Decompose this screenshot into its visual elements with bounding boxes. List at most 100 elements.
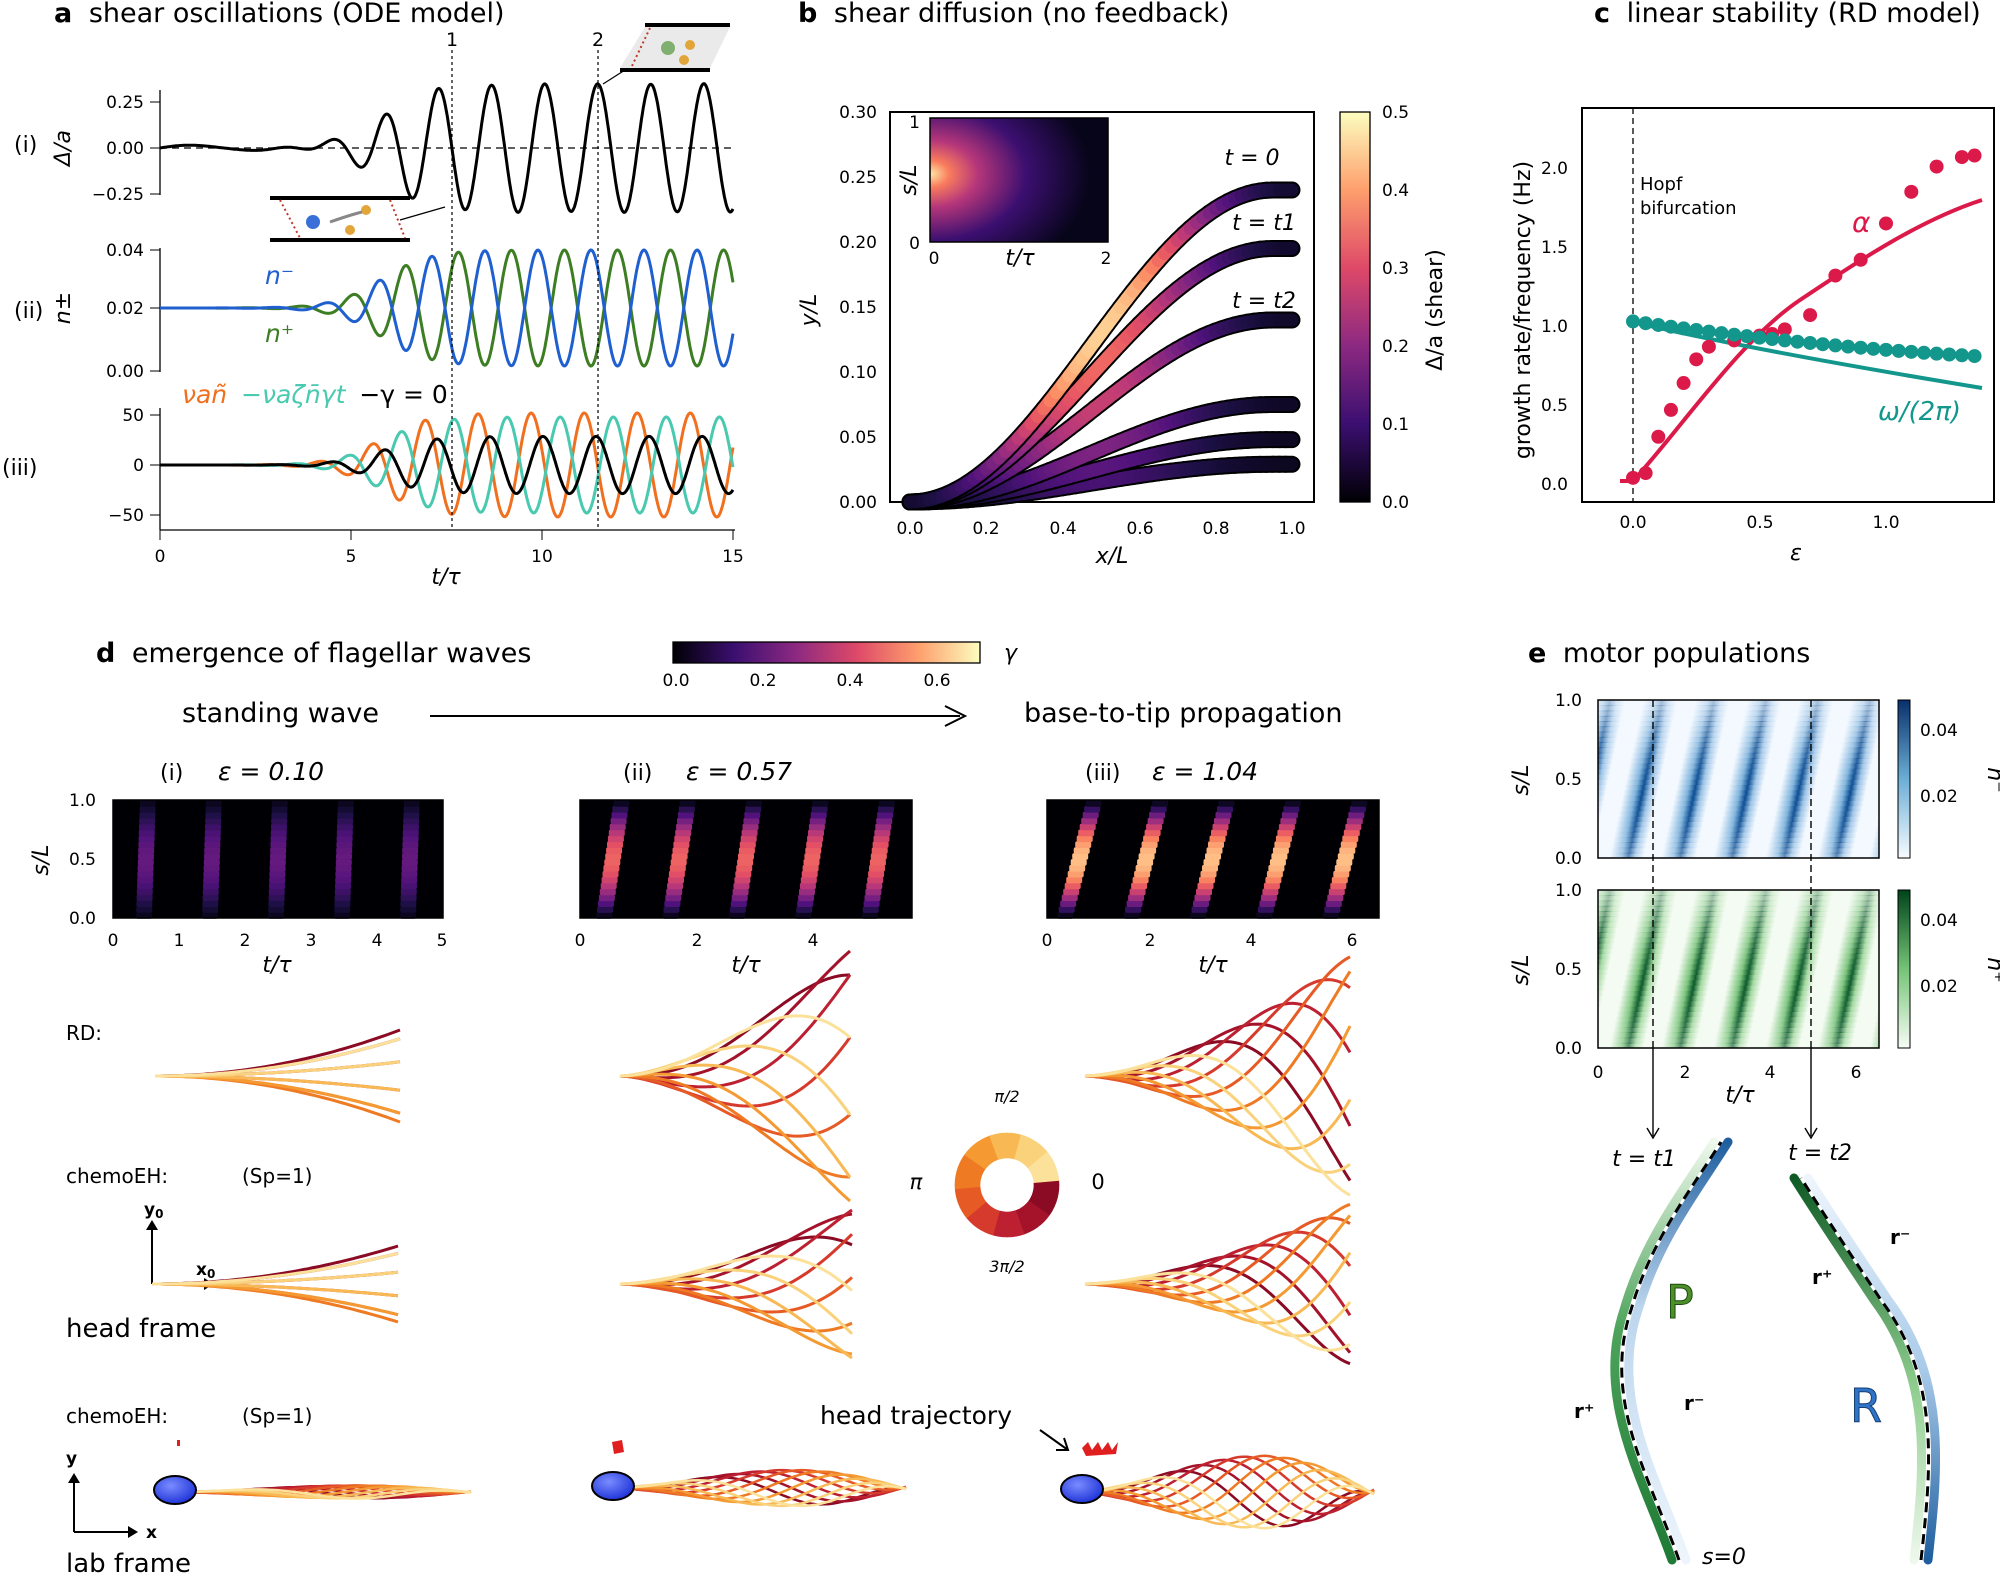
b-y-tick: 0.10 [839,363,877,383]
kymograph-iii [1057,800,1368,919]
b-inset-heatmap [929,117,1109,243]
panel-c: c linear stability (RD model) Hopf bifur… [1511,0,1995,566]
phase-label-pi: π [910,1170,923,1194]
panel-d-title: emergence of flagellar waves [132,638,531,669]
c-y-tick: 1.0 [1541,317,1568,337]
t1-label: t = t1 [1612,1147,1676,1172]
e-x-tick: 6 [1851,1063,1862,1083]
lab-axis-y: y [66,1449,77,1469]
e-cbar-tick: 0.04 [1920,911,1958,931]
waveform-chemo-ii [619,1208,854,1360]
e-y-tick: 1.0 [1555,691,1582,711]
cell-head [591,1471,635,1501]
d-eps: ε = 1.04 [1152,757,1258,786]
panel-a-letter: a [54,0,72,29]
legend-eq-gamma: −γ = 0 [359,380,448,409]
b-y-tick: 0.20 [839,233,877,253]
d-x-tick: 1 [174,931,185,951]
marker-1: 1 [446,29,458,51]
head-trajectory-mark [177,1440,180,1446]
e-x-tick: 2 [1680,1063,1691,1083]
waveform-lab-i [195,1484,472,1500]
phase-colorwheel: π/2 π 0 3π/2 [910,1087,1105,1276]
curve-label-t1: t = t1 [1232,211,1296,236]
c-y-tick: 2.0 [1541,159,1568,179]
d-ylabel: s/L [29,844,54,875]
c-x-tick: 1.0 [1872,513,1899,533]
r-plus-label: r⁺ [1812,1265,1832,1289]
panel-c-title: linear stability (RD model) [1627,0,1981,29]
a-r1-tick: −0.25 [92,185,144,205]
marker-2: 2 [592,29,604,51]
head-axis-y-sub: 0 [155,1207,163,1221]
head-trajectory-mark [612,1440,624,1454]
a-r2-tick: 0.04 [106,241,144,261]
c-y-tick: 1.5 [1541,238,1568,258]
n-minus-cbar-label: n⁻ [1982,767,2000,793]
cell-head [1060,1474,1104,1504]
d-cbar-tick: 0.6 [923,671,950,691]
a-r3-tick: 50 [122,406,144,426]
lab-axis-x: x [146,1523,157,1543]
b-inset-xlabel: t/τ [1005,246,1035,271]
b-cbar-tick: 0.3 [1382,259,1409,279]
panel-e-letter: e [1528,638,1546,669]
e-x-tick: 0 [1593,1063,1604,1083]
legend-eq-damping: −νaζn̄γt [241,380,346,409]
legend-eq-active: νañ [182,380,227,409]
b-cbar-tick: 0.0 [1382,493,1409,513]
legend-n-minus: n⁻ [265,261,294,290]
b-x-tick: 0.8 [1202,519,1229,539]
d-x-tick: 2 [240,931,251,951]
b-y-tick: 0.15 [839,298,877,318]
n-plus-kymograph [1598,890,1879,1048]
kymograph-ii [596,800,895,919]
R-label: R [1850,1379,1882,1433]
waveform-chemo-iii [1084,1202,1352,1366]
d-subpanel-iii: (iii) ε = 1.04 0 2 4 6 t/τ [1042,757,1380,978]
s0-label: s=0 [1702,1545,1746,1570]
b-colorbar [1339,111,1371,503]
n-minus-curve [160,248,735,368]
lab-frame-label: lab frame [66,1549,191,1577]
b-cbar-tick: 0.5 [1382,103,1409,123]
b-y-tick: 0.25 [839,168,877,188]
r-minus-label: r⁻ [1890,1225,1910,1249]
b-inset-y-tick: 0 [909,234,920,254]
svg-text:x0: x0 [196,1260,215,1281]
svg-text:b shear diffusion (no fe: b shear diffusion (no feedback) [798,0,1229,29]
propagation-caption: base-to-tip propagation [1024,698,1343,729]
svg-text:y0: y0 [144,1200,163,1221]
d-xlabel: t/τ [731,953,761,978]
panel-d-letter: d [96,638,115,669]
a-x-tick: 0 [155,547,166,567]
waveform-rd-ii [619,949,852,1203]
head-axis-x-sub: 0 [207,1267,215,1281]
phase-label-zero: 0 [1091,1170,1104,1194]
shear-profile-curves [901,181,1301,511]
svg-text:νañ −νaζn̄γt −γ =: νañ −νaζn̄γt −γ = 0 [182,380,448,409]
t2-label: t = t2 [1788,1141,1852,1166]
panel-b-letter: b [798,0,817,29]
phase-label-3pi-half: 3π/2 [989,1257,1024,1276]
b-cbar-tick: 0.2 [1382,337,1409,357]
d-x-tick: 3 [306,931,317,951]
a-r1-tick: 0.25 [106,93,144,113]
r-minus-label: r⁻ [1684,1391,1704,1415]
d-x-tick: 0 [575,931,586,951]
b-y-tick: 0.00 [839,493,877,513]
motor-schematic-2 [602,23,730,85]
b-y-tick: 0.30 [839,103,877,123]
d-tag: (iii) [1085,761,1121,786]
shear-curve [159,82,735,215]
filament-t1 [1610,1137,1733,1565]
b-inset-ylabel: s/L [897,164,922,195]
d-x-tick: 4 [372,931,383,951]
b-inset-y-tick: 1 [909,113,920,133]
d-x-tick: 4 [808,931,819,951]
d-tag: (i) [160,761,183,786]
e-ylabel: s/L [1509,954,1534,985]
d-colorbar [672,641,981,664]
b-x-tick: 0.6 [1126,519,1153,539]
